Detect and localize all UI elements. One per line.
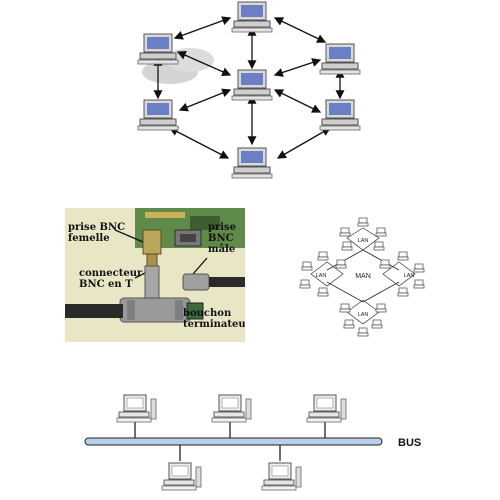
label-connecteur-bnc-t: connecteur BNC en T xyxy=(79,268,143,290)
man-link xyxy=(326,281,364,303)
lan-label: LAN xyxy=(358,238,369,244)
mesh-network-diagram xyxy=(130,0,380,185)
label-prise-bnc-male: prise BNC mâle xyxy=(208,222,237,255)
lan-ring xyxy=(382,261,416,287)
label-pointer xyxy=(192,257,208,275)
label-prise-bnc-femelle: prise BNC femelle xyxy=(68,222,126,244)
bus-topology-svg: BUS xyxy=(84,394,421,491)
male-bnc-plug xyxy=(182,273,210,291)
label-bouchon-terminateur: bouchon terminateur xyxy=(183,308,245,330)
lan-label: LAN xyxy=(404,273,415,279)
man-lan-diagram: LAN LAN LAN LAN MAN xyxy=(285,212,440,340)
computer-icon xyxy=(261,462,302,491)
computer-icon xyxy=(306,394,347,423)
computer-icon xyxy=(137,99,179,131)
link-line xyxy=(273,89,322,113)
link-line xyxy=(273,58,322,77)
lan-label: LAN xyxy=(316,273,327,279)
computer-icon xyxy=(231,147,273,179)
link-line xyxy=(173,16,232,40)
computer-icon xyxy=(116,394,157,423)
bnc-connector-svg xyxy=(65,208,245,323)
mesh-network-svg xyxy=(137,1,361,179)
bus-topology-diagram: BUS xyxy=(80,385,440,500)
bnc-connector-illustration: prise BNC femelle prise BNC mâle connect… xyxy=(65,208,245,342)
label-pointer xyxy=(114,229,144,243)
computer-icon xyxy=(161,462,202,491)
lan-ring xyxy=(310,261,344,287)
man-link xyxy=(362,281,400,303)
link-line xyxy=(276,127,332,159)
lan-label: LAN xyxy=(358,312,369,318)
link-line xyxy=(168,127,230,159)
bus-label: BUS xyxy=(398,437,421,449)
computer-icon xyxy=(231,1,273,33)
link-line xyxy=(176,50,232,77)
lan-ring xyxy=(346,227,380,251)
link-line xyxy=(178,88,232,112)
bus-bar xyxy=(84,437,383,446)
terminator xyxy=(186,302,204,320)
computer-icon xyxy=(231,69,273,101)
man-lan-svg: LAN LAN LAN LAN MAN xyxy=(299,217,425,337)
computer-icon xyxy=(319,43,361,75)
computer-icon xyxy=(137,33,179,65)
coax-cable xyxy=(65,304,123,318)
link-line xyxy=(273,17,327,43)
computer-icon xyxy=(211,394,252,423)
man-label: MAN xyxy=(355,273,371,280)
computer-icon xyxy=(319,99,361,131)
